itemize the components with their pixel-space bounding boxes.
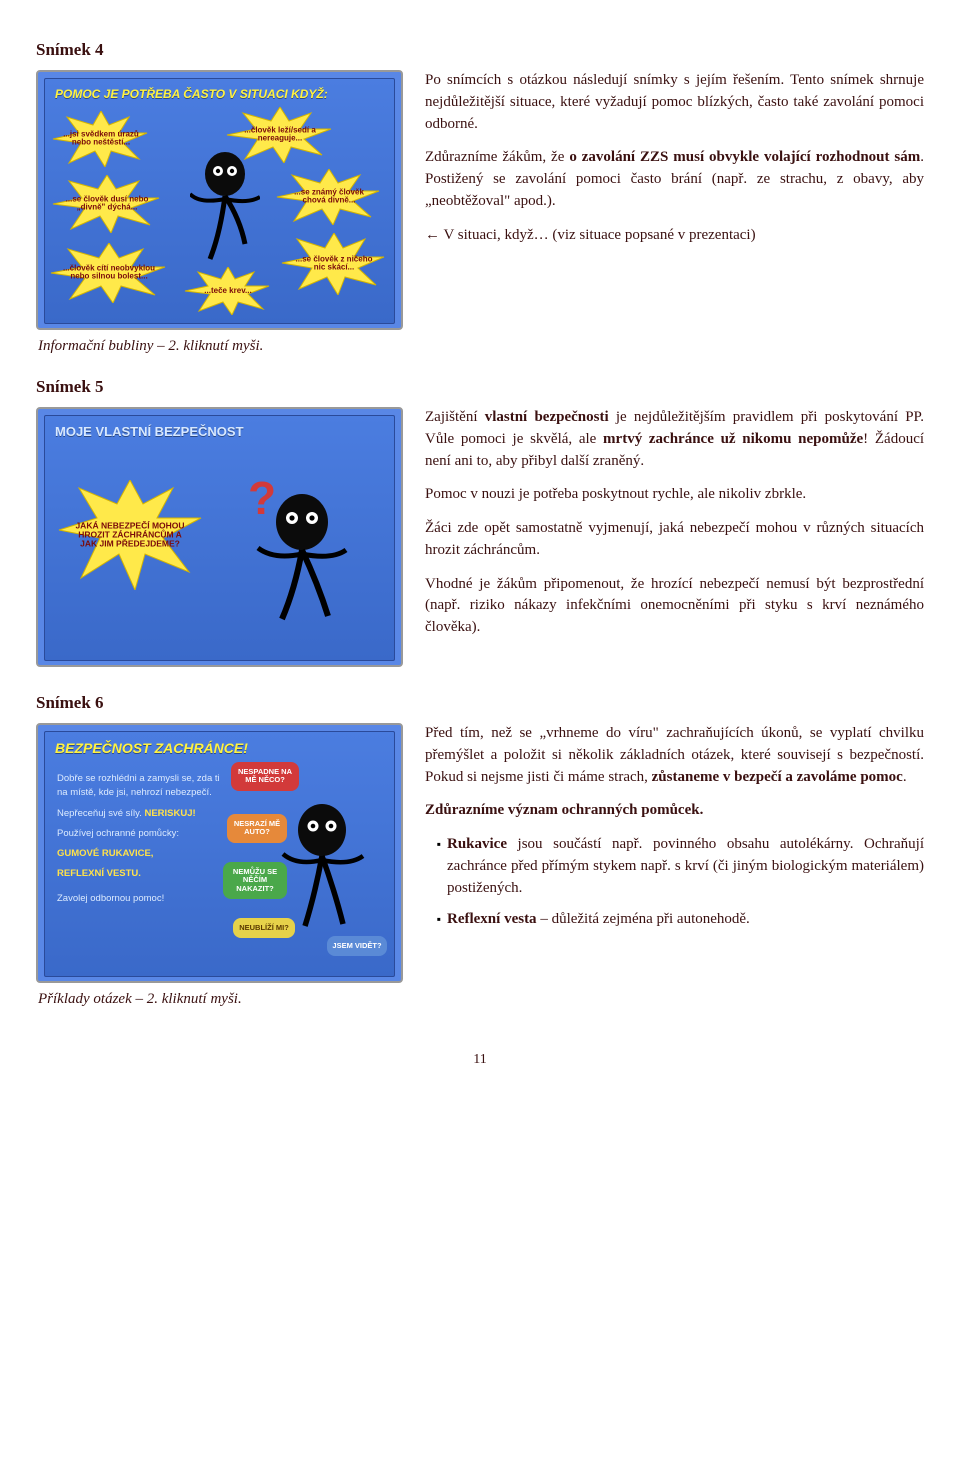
stick-figure-icon: ? bbox=[240, 474, 350, 624]
list-item: Rukavice jsou součástí např. povinného o… bbox=[447, 834, 924, 899]
slide6-thumb-text: Dobře se rozhlédni a zamysli se, zda ti … bbox=[57, 772, 227, 912]
slide6-thumbnail: BEZPEČNOST ZACHRÁNCE! Dobře se rozhlédni… bbox=[36, 723, 403, 983]
speech-bubble: NESRAZÍ MĚ AUTO? bbox=[227, 814, 287, 843]
slide4-description: Po snímcích s otázkou následují snímky s… bbox=[425, 70, 924, 258]
burst-icon: JAKÁ NEBEZPEČÍ MOHOU HROZIT ZÁCHRÁNCŮM A… bbox=[55, 480, 205, 590]
stick-figure-icon bbox=[277, 794, 367, 934]
page-number: 11 bbox=[36, 1052, 924, 1068]
svg-text:?: ? bbox=[248, 474, 276, 524]
burst-icon: ...se známý člověk chová divně... bbox=[275, 169, 383, 225]
heading-slide6: Snímek 6 bbox=[36, 693, 924, 713]
burst-icon: ...teče krev... bbox=[183, 267, 273, 315]
speech-bubble: NESPADNE NA MĚ NĚCO? bbox=[231, 762, 299, 791]
list-item: Reflexní vesta – důležitá zejména při au… bbox=[447, 909, 924, 931]
heading-slide4: Snímek 4 bbox=[36, 40, 924, 60]
slide5-row: MOJE VLASTNÍ BEZPEČNOST JAKÁ NEBEZPEČÍ M… bbox=[36, 407, 924, 667]
heading-slide5: Snímek 5 bbox=[36, 377, 924, 397]
speech-bubble: NEMŮŽU SE NĚČÍM NAKAZIT? bbox=[223, 862, 287, 899]
slide5-p1: Zajištění vlastní bezpečnosti je nejdůle… bbox=[425, 407, 924, 472]
slide5-p3: Žáci zde opět samostatně vyjmenují, jaká… bbox=[425, 518, 924, 562]
slide4-thumbnail: POMOC JE POTŘEBA ČASTO V SITUACI KDYŽ: .… bbox=[36, 70, 403, 330]
burst-icon: ...člověk leží/sedí a nereaguje... bbox=[225, 107, 335, 163]
slide4-p3: V situaci, když… (viz situace popsané v … bbox=[425, 225, 924, 247]
slide5-p4: Vhodné je žákům připomenout, že hrozící … bbox=[425, 574, 924, 639]
slide6-row: BEZPEČNOST ZACHRÁNCE! Dobře se rozhlédni… bbox=[36, 723, 924, 983]
slide5-p2: Pomoc v nouzi je potřeba poskytnout rych… bbox=[425, 484, 924, 506]
slide6-description: Před tím, než se „vrhneme do víru" zachr… bbox=[425, 723, 924, 941]
slide5-thumb-title: MOJE VLASTNÍ BEZPEČNOST bbox=[45, 416, 394, 444]
burst-icon: ...se člověk dusí nebo „divně" dýchá... bbox=[51, 175, 163, 233]
stick-figure-icon bbox=[190, 149, 260, 269]
slide6-bullets: Rukavice jsou součástí např. povinného o… bbox=[425, 834, 924, 931]
slide5-description: Zajištění vlastní bezpečnosti je nejdůle… bbox=[425, 407, 924, 651]
slide5-thumbnail: MOJE VLASTNÍ BEZPEČNOST JAKÁ NEBEZPEČÍ M… bbox=[36, 407, 403, 667]
slide4-p1: Po snímcích s otázkou následují snímky s… bbox=[425, 70, 924, 135]
burst-icon: ...člověk cítí neobvyklou nebo silnou bo… bbox=[49, 243, 169, 303]
speech-bubble: NEUBLÍŽÍ MI? bbox=[233, 918, 295, 938]
slide6-p1: Před tím, než se „vrhneme do víru" zachr… bbox=[425, 723, 924, 788]
slide4-caption: Informační bubliny – 2. kliknutí myši. bbox=[38, 338, 924, 355]
slide6-caption: Příklady otázek – 2. kliknutí myši. bbox=[38, 991, 924, 1008]
slide6-thumb-title: BEZPEČNOST ZACHRÁNCE! bbox=[45, 732, 394, 762]
slide4-thumb-title: POMOC JE POTŘEBA ČASTO V SITUACI KDYŽ: bbox=[45, 79, 394, 106]
burst-icon: ...jsi svědkem úrazů nebo neštěstí... bbox=[51, 111, 151, 167]
slide4-row: POMOC JE POTŘEBA ČASTO V SITUACI KDYŽ: .… bbox=[36, 70, 924, 330]
burst-icon: ...se člověk z ničeho nic skácí... bbox=[280, 233, 388, 295]
slide6-p2: Zdůrazníme význam ochranných pomůcek. bbox=[425, 800, 924, 822]
speech-bubble: JSEM VIDĚT? bbox=[327, 936, 387, 956]
slide4-p2: Zdůrazníme žákům, že o zavolání ZZS musí… bbox=[425, 147, 924, 212]
